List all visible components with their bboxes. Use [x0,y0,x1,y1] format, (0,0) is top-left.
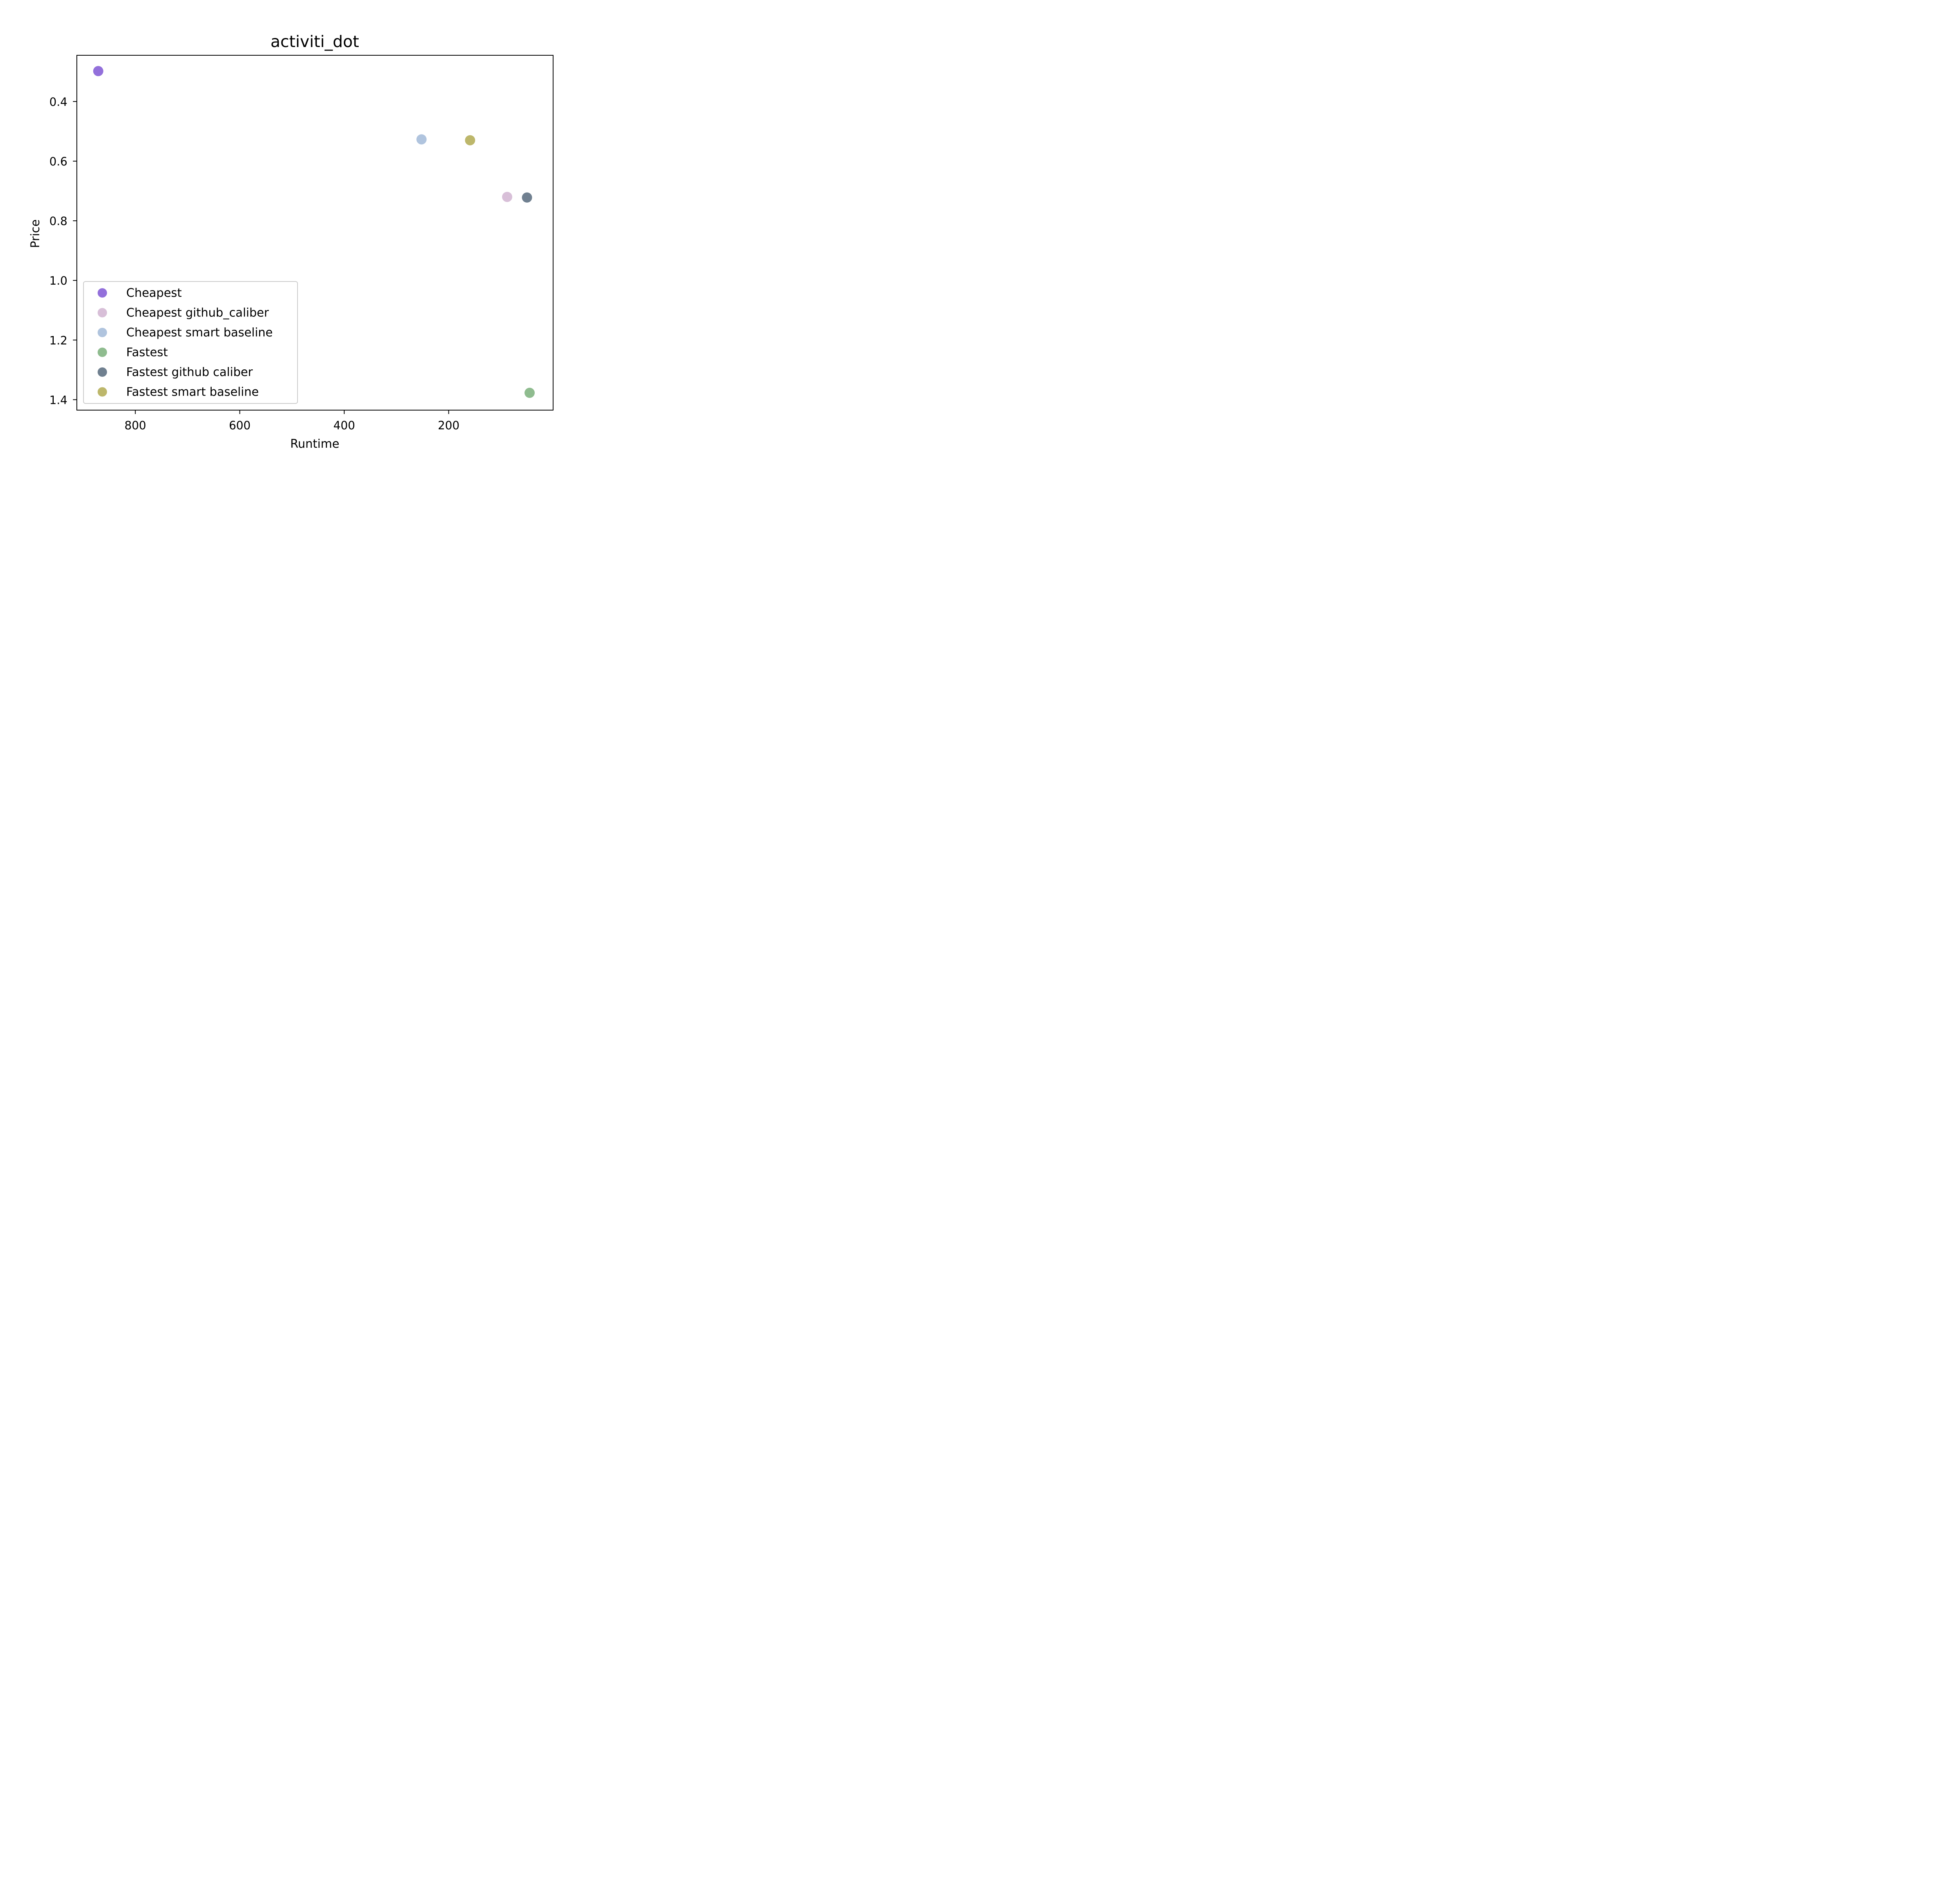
plot-frame [76,55,554,411]
legend: Cheapest Cheapest github_caliber Cheapest … [83,281,298,404]
legend-marker [98,308,107,318]
legend-box [83,281,298,404]
data-point [93,66,103,76]
y-tick-label: 0.6 [49,155,67,168]
legend-label: Fastest github caliber [126,365,253,379]
legend-label: Cheapest github_caliber [126,306,269,320]
legend-marker [98,347,107,357]
data-point [522,192,532,203]
legend-label: Fastest smart baseline [126,385,259,399]
data-point [465,135,475,145]
legend-marker [98,328,107,337]
x-tick-label: 800 [125,419,146,432]
chart-title: activiti_dot [270,32,359,51]
y-tick-label: 0.8 [49,214,67,228]
legend-marker [98,387,107,397]
x-axis-ticks: 800 600 400 200 [125,410,459,432]
legend-label: Cheapest [126,286,182,300]
data-point [502,192,512,202]
legend-label: Fastest [126,346,168,360]
y-axis-label: Price [29,219,42,248]
y-tick-label: 0.4 [49,95,67,109]
x-tick-label: 200 [438,419,459,432]
x-tick-label: 400 [333,419,355,432]
scatter-chart: activiti_dot 800 600 400 200 0.4 0.6 0.8 1.0 1.… [0,0,606,455]
y-axis-ticks: 0.4 0.6 0.8 1.0 1.2 1.4 [49,95,77,407]
y-tick-label: 1.2 [49,334,67,347]
data-point [524,387,535,398]
data-point [416,134,427,145]
x-axis-label: Runtime [290,437,339,451]
y-tick-label: 1.4 [49,393,67,407]
y-tick-label: 1.0 [49,274,67,287]
data-points [93,66,535,398]
x-tick-label: 600 [229,419,250,432]
legend-marker [98,367,107,377]
legend-marker [98,288,107,298]
legend-label: Cheapest smart baseline [126,326,273,340]
